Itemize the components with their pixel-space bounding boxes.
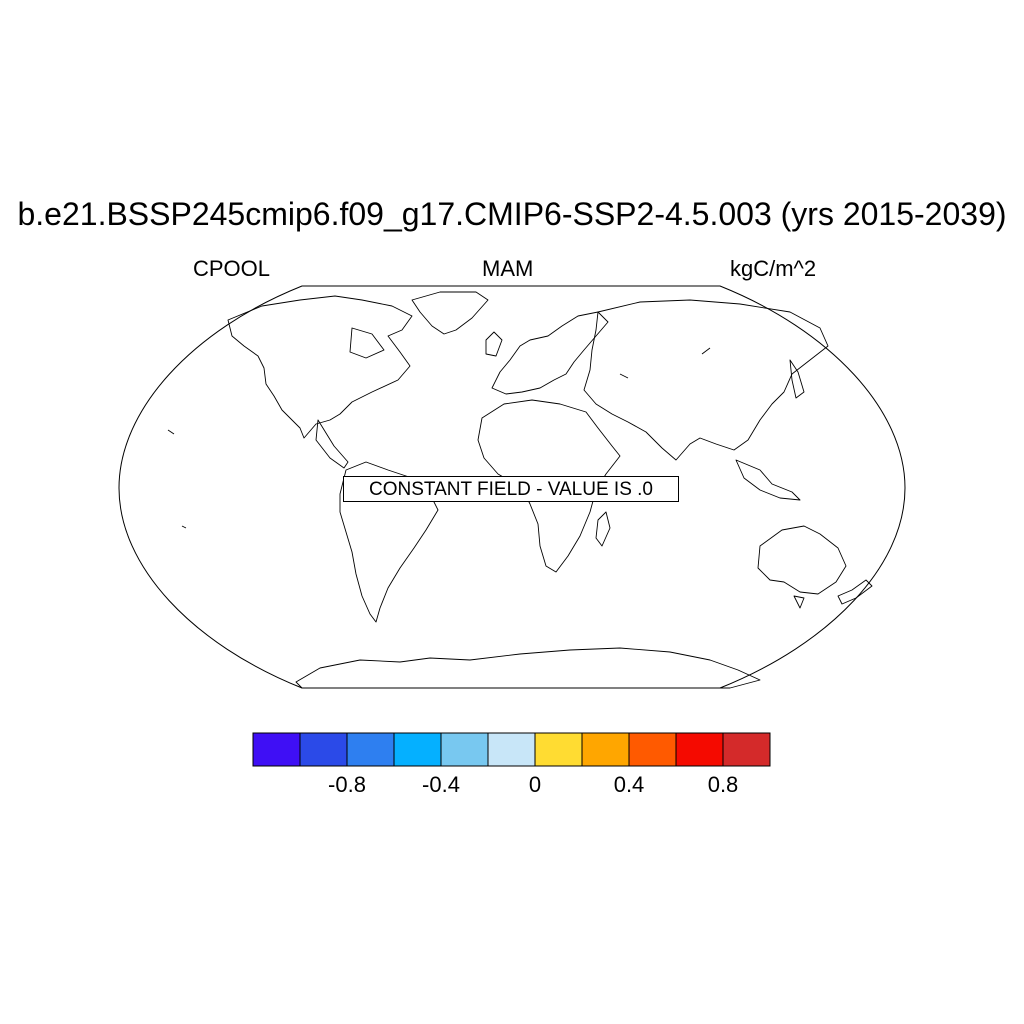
colorbar-swatch	[722, 732, 771, 767]
plot-title: b.e21.BSSP245cmip6.f09_g17.CMIP6-SSP2-4.…	[17, 196, 1007, 232]
greenland-coast	[411, 291, 489, 335]
season-label: MAM	[482, 256, 534, 281]
colorbar-tick-label: 0.8	[707, 772, 739, 797]
antarctica-coast	[295, 647, 761, 689]
colorbar-swatch	[534, 732, 583, 767]
asia-coast	[583, 299, 829, 461]
colorbar-swatch	[581, 732, 630, 767]
colorbar-swatch	[299, 732, 348, 767]
colorbar-tick-label: -0.8	[328, 772, 366, 797]
units-label: kgC/m^2	[730, 256, 817, 281]
constant-field-annotation: CONSTANT FIELD - VALUE IS .0	[343, 476, 679, 502]
colorbar-tick-label: 0.4	[613, 772, 645, 797]
colorbar-swatch	[346, 732, 395, 767]
colorbar-swatch	[487, 732, 536, 767]
colorbar-swatch	[675, 732, 724, 767]
variable-label: CPOOL	[193, 256, 271, 281]
colorbar-swatch	[252, 732, 301, 767]
colorbar-swatch	[440, 732, 489, 767]
colorbar	[252, 732, 771, 767]
colorbar-swatch	[393, 732, 442, 767]
colorbar-tick-label: -0.4	[422, 772, 460, 797]
coastlines	[167, 291, 873, 689]
colorbar-swatch	[628, 732, 677, 767]
colorbar-tick-label: 0	[528, 772, 542, 797]
australia-coast	[757, 525, 847, 595]
europe-coast	[491, 311, 609, 395]
north-america-coast	[227, 295, 413, 439]
